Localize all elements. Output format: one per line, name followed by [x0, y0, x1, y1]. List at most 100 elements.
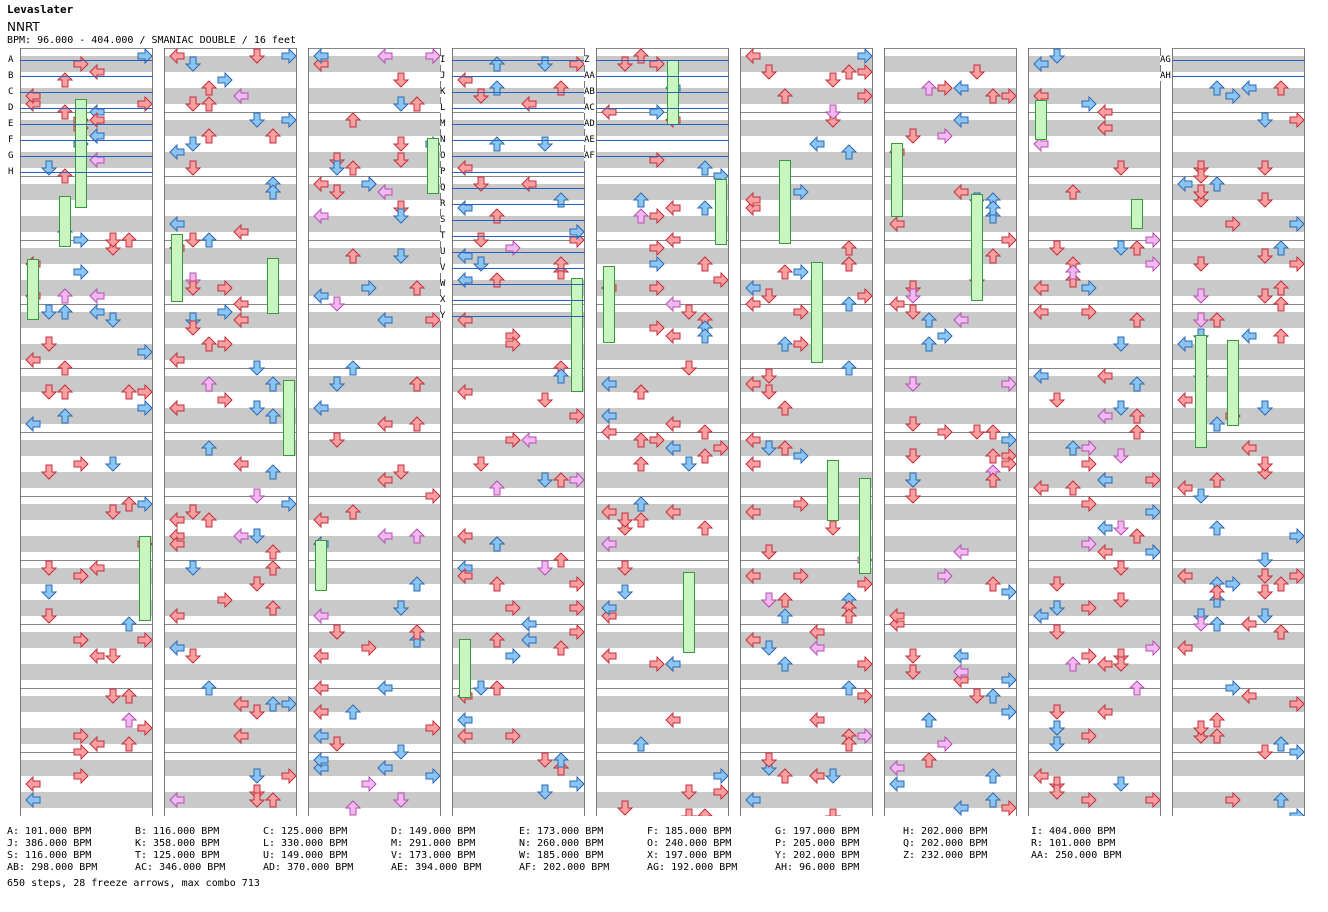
measure-line: [1173, 560, 1304, 561]
step-arrow: [344, 112, 362, 128]
step-arrow: [920, 712, 938, 728]
measure-stripe: [1029, 472, 1160, 488]
step-arrow: [824, 808, 842, 816]
measure-line: [597, 624, 728, 625]
step-arrow: [120, 688, 138, 704]
step-arrow: [344, 704, 362, 720]
freeze-arrow: [427, 138, 439, 194]
step-arrow: [1177, 335, 1193, 353]
measure-line: [885, 496, 1016, 497]
measure-line: [1173, 240, 1304, 241]
step-arrow: [313, 399, 329, 417]
bpm-legend-entry: V: 173.000 BPM: [391, 850, 476, 861]
measure-stripe: [309, 760, 440, 776]
step-arrow: [377, 415, 393, 433]
step-arrow: [377, 527, 393, 545]
measure-stripe: [309, 312, 440, 328]
measure-stripe: [1029, 312, 1160, 328]
step-arrow: [665, 295, 681, 313]
bpm-change-marker: V: [440, 263, 446, 273]
bpm-change-line: [452, 108, 585, 109]
step-arrow: [169, 399, 185, 417]
step-arrow: [457, 247, 473, 265]
measure-stripe: [885, 600, 1016, 616]
measure-line: [741, 48, 872, 49]
measure-stripe: [597, 248, 728, 264]
step-arrow: [840, 64, 858, 80]
step-arrow: [793, 263, 809, 281]
step-arrow: [169, 535, 185, 553]
step-arrow: [184, 560, 202, 576]
step-arrow: [1097, 103, 1113, 121]
measure-line: [597, 752, 728, 753]
measure-line: [741, 368, 872, 369]
measure-line: [885, 304, 1016, 305]
measure-line: [309, 560, 440, 561]
step-arrow: [649, 151, 665, 169]
step-arrow: [857, 63, 872, 81]
step-arrow: [25, 351, 41, 369]
step-arrow: [713, 767, 728, 785]
measure-line: [1029, 432, 1160, 433]
step-arrow: [632, 384, 650, 400]
step-arrow: [1064, 480, 1082, 496]
bpm-change-marker: W: [440, 279, 446, 289]
step-arrow: [793, 183, 809, 201]
step-arrow: [425, 767, 440, 785]
step-arrow: [217, 279, 233, 297]
step-arrow: [361, 175, 377, 193]
bpm-legend-entry: J: 386.000 BPM: [7, 838, 92, 849]
bpm-legend-entry: B: 116.000 BPM: [135, 826, 220, 837]
measure-stripe: [741, 88, 872, 104]
measure-stripe: [597, 664, 728, 680]
step-arrow: [632, 496, 650, 512]
step-arrow: [184, 280, 202, 296]
bpm-legend-entry: U: 149.000 BPM: [263, 850, 348, 861]
measure-stripe: [597, 632, 728, 648]
step-arrow: [1048, 624, 1066, 640]
bpm-legend-entry: H: 202.000 BPM: [903, 826, 988, 837]
step-arrow: [1272, 296, 1290, 312]
step-arrow: [649, 319, 665, 337]
step-arrow: [1192, 488, 1210, 504]
step-arrow: [1048, 240, 1066, 256]
step-arrow: [552, 640, 570, 656]
step-arrow: [1128, 240, 1146, 256]
step-arrow: [457, 383, 473, 401]
measure-stripe: [309, 152, 440, 168]
step-arrow: [649, 103, 665, 121]
measure-line: [21, 304, 152, 305]
step-arrow: [313, 48, 329, 65]
step-arrow: [56, 304, 74, 320]
bpm-change-line: [452, 220, 585, 221]
measure-stripe: [453, 568, 584, 584]
step-arrow: [89, 127, 105, 145]
measure-stripe: [309, 184, 440, 200]
measure-line: [741, 560, 872, 561]
step-arrow: [281, 495, 296, 513]
measure-stripe: [1029, 760, 1160, 776]
bpm-change-marker: P: [440, 167, 446, 177]
measure-stripe: [1173, 184, 1304, 200]
measure-line: [165, 496, 296, 497]
step-arrow: [25, 791, 41, 809]
step-arrow: [392, 600, 410, 616]
step-arrow: [1272, 624, 1290, 640]
step-arrow: [40, 584, 58, 600]
measure-stripe: [1173, 504, 1304, 520]
step-arrow: [1112, 560, 1130, 576]
measure-line: [1173, 48, 1304, 49]
measure-line: [453, 432, 584, 433]
step-arrow: [488, 480, 506, 496]
step-arrow: [248, 360, 266, 376]
step-arrow: [1048, 600, 1066, 616]
step-arrow: [521, 631, 537, 649]
measure-stripe: [597, 88, 728, 104]
bpm-change-line: [596, 92, 729, 93]
bpm-change-marker: X: [440, 295, 446, 305]
step-arrow: [1256, 248, 1274, 264]
step-arrow: [745, 191, 761, 209]
step-arrow: [649, 55, 665, 73]
step-arrow: [1097, 407, 1113, 425]
measure-line: [1173, 624, 1304, 625]
